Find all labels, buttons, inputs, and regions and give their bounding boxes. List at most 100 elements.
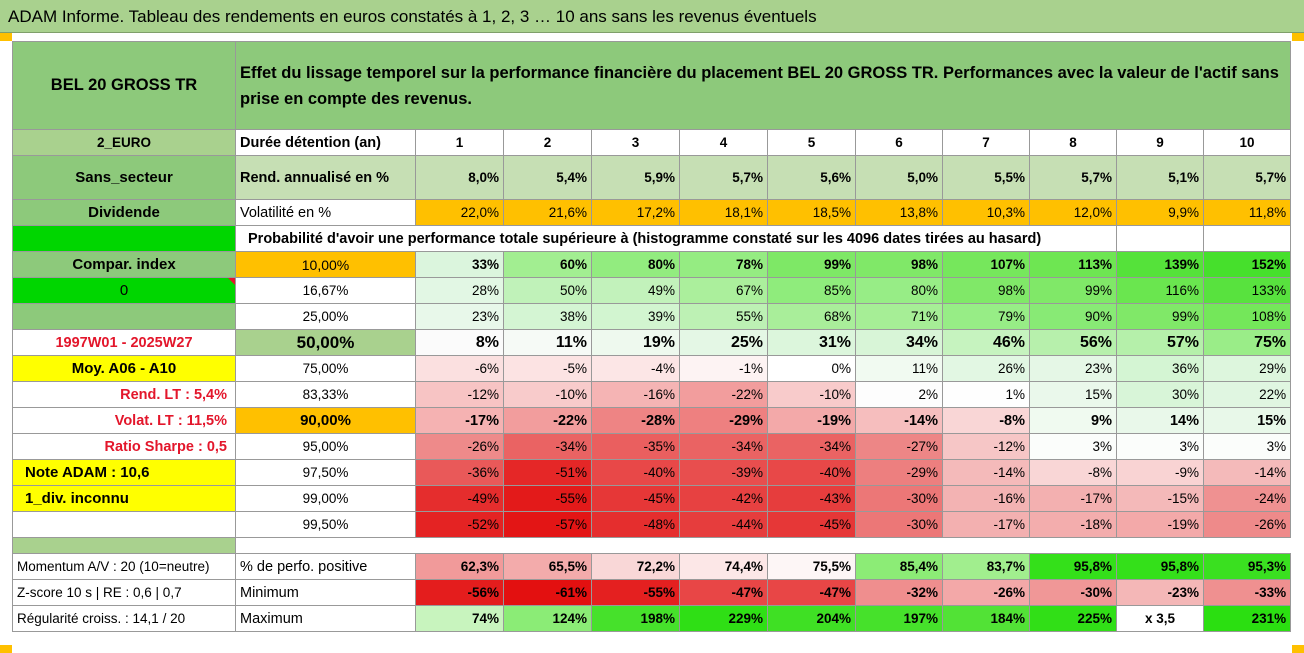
dist-cell: -18%: [1029, 511, 1117, 538]
dist-cell: 80%: [591, 251, 680, 278]
average-label: Moy. A06 - A10: [12, 355, 236, 382]
dist-cell: -34%: [767, 433, 856, 460]
dist-cell: -24%: [1202, 485, 1292, 512]
dist-cell: -16%: [591, 381, 680, 408]
dist-cell: 39%: [591, 303, 680, 330]
year-header: 5: [767, 129, 856, 156]
zscore-label: Z-score 10 s | RE : 0,6 | 0,7: [12, 579, 236, 606]
dist-row-99: 1_div. inconnu 99,00% -49% -55% -45% -42…: [12, 485, 1292, 512]
corner-marker: [1292, 33, 1304, 41]
blank-cell: [12, 511, 236, 538]
dist-cell: 113%: [1029, 251, 1117, 278]
dist-cell: -17%: [942, 511, 1030, 538]
dist-cell: -48%: [591, 511, 680, 538]
dist-row-95: Ratio Sharpe : 0,5 95,00% -26% -34% -35%…: [12, 433, 1292, 460]
positive-cell: 65,5%: [503, 553, 592, 580]
vol-value: 9,9%: [1116, 199, 1204, 226]
dist-cell: -52%: [415, 511, 504, 538]
dist-cell: -10%: [767, 381, 856, 408]
dist-cell: -29%: [679, 407, 768, 434]
positive-cell: 72,2%: [591, 553, 680, 580]
dist-cell: -1%: [679, 355, 768, 382]
dist-cell: -34%: [503, 433, 592, 460]
median-label: 50,00%: [235, 329, 416, 356]
dist-cell: -43%: [767, 485, 856, 512]
spacer-row: [12, 537, 1291, 554]
duration-row: 2_EURO Durée détention (an) 1 2 3 4 5 6 …: [12, 129, 1292, 156]
dist-cell: -4%: [591, 355, 680, 382]
sharpe-ratio: Ratio Sharpe : 0,5: [12, 433, 236, 460]
dist-cell: -51%: [503, 459, 592, 486]
dist-cell: 152%: [1202, 251, 1292, 278]
maximum-cell: 225%: [1029, 605, 1117, 632]
corner-marker: [0, 33, 12, 41]
dist-cell: 133%: [1202, 277, 1292, 304]
momentum-label: Momentum A/V : 20 (10=neutre): [12, 553, 236, 580]
period-label: 1997W01 - 2025W27: [12, 329, 236, 356]
dist-cell: 28%: [415, 277, 504, 304]
dist-cell: -14%: [942, 459, 1030, 486]
dist-cell: -5%: [503, 355, 592, 382]
dist-cell: 80%: [855, 277, 943, 304]
dist-row-75: Moy. A06 - A10 75,00% -6% -5% -4% -1% 0%…: [12, 355, 1292, 382]
dist-cell: -10%: [503, 381, 592, 408]
dist-cell: 15%: [1202, 407, 1292, 434]
year-header: 4: [679, 129, 768, 156]
adam-score: Note ADAM : 10,6: [12, 459, 236, 486]
quantile-label: 10,00%: [235, 251, 416, 278]
dist-cell: 108%: [1202, 303, 1292, 330]
dist-row-90: Volat. LT : 11,5% 90,00% -17% -22% -28% …: [12, 407, 1292, 434]
minimum-row: Z-score 10 s | RE : 0,6 | 0,7 Minimum -5…: [12, 579, 1292, 606]
maximum-cell: 231%: [1202, 605, 1292, 632]
probability-row: Probabilité d'avoir une performance tota…: [12, 225, 1292, 252]
dist-cell: 98%: [942, 277, 1030, 304]
volatility-row: Dividende Volatilité en % 22,0% 21,6% 17…: [12, 199, 1292, 226]
dist-cell: 98%: [855, 251, 943, 278]
positive-cell: 95,8%: [1029, 553, 1117, 580]
dist-cell: -35%: [591, 433, 680, 460]
blank-cell: [235, 537, 1291, 554]
dist-cell: 46%: [942, 329, 1030, 356]
dist-cell: 3%: [1029, 433, 1117, 460]
dist-cell: 34%: [855, 329, 943, 356]
maximum-cell: x 3,5: [1116, 605, 1204, 632]
currency-label: 2_EURO: [12, 129, 236, 156]
maximum-cell: 229%: [679, 605, 768, 632]
rend-value: 5,9%: [591, 155, 680, 200]
dist-cell: 116%: [1116, 277, 1204, 304]
dist-cell: 8%: [415, 329, 504, 356]
corner-marker: [1292, 645, 1304, 653]
positive-cell: 83,7%: [942, 553, 1030, 580]
dist-row-50: 1997W01 - 2025W27 50,00% 8% 11% 19% 25% …: [12, 329, 1292, 356]
dist-row-97: Note ADAM : 10,6 97,50% -36% -51% -40% -…: [12, 459, 1292, 486]
positive-cell: 85,4%: [855, 553, 943, 580]
dist-cell: -44%: [679, 511, 768, 538]
dist-cell: -57%: [503, 511, 592, 538]
dist-cell: 68%: [767, 303, 856, 330]
quantile-label: 99,50%: [235, 511, 416, 538]
dist-cell: 99%: [767, 251, 856, 278]
dist-cell: -30%: [855, 485, 943, 512]
dist-cell: -19%: [1116, 511, 1204, 538]
dist-cell: 99%: [1116, 303, 1204, 330]
dist-cell: 14%: [1116, 407, 1204, 434]
year-header: 1: [415, 129, 504, 156]
dist-cell: 11%: [503, 329, 592, 356]
sector-label: Sans_secteur: [12, 155, 236, 200]
minimum-cell: -23%: [1116, 579, 1204, 606]
dist-cell: -39%: [679, 459, 768, 486]
dist-cell: -40%: [591, 459, 680, 486]
dist-cell: 19%: [591, 329, 680, 356]
dist-cell: 29%: [1202, 355, 1292, 382]
maximum-label: Maximum: [235, 605, 416, 632]
dist-cell: -45%: [767, 511, 856, 538]
minimum-cell: -55%: [591, 579, 680, 606]
dist-row-99-5: 99,50% -52% -57% -48% -44% -45% -30% -17…: [12, 511, 1292, 538]
positive-cell: 95,8%: [1116, 553, 1204, 580]
dist-cell: -14%: [1202, 459, 1292, 486]
dist-cell: -6%: [415, 355, 504, 382]
dist-cell: 60%: [503, 251, 592, 278]
dist-cell: 38%: [503, 303, 592, 330]
quantile-label: 99,00%: [235, 485, 416, 512]
rend-value: 5,4%: [503, 155, 592, 200]
